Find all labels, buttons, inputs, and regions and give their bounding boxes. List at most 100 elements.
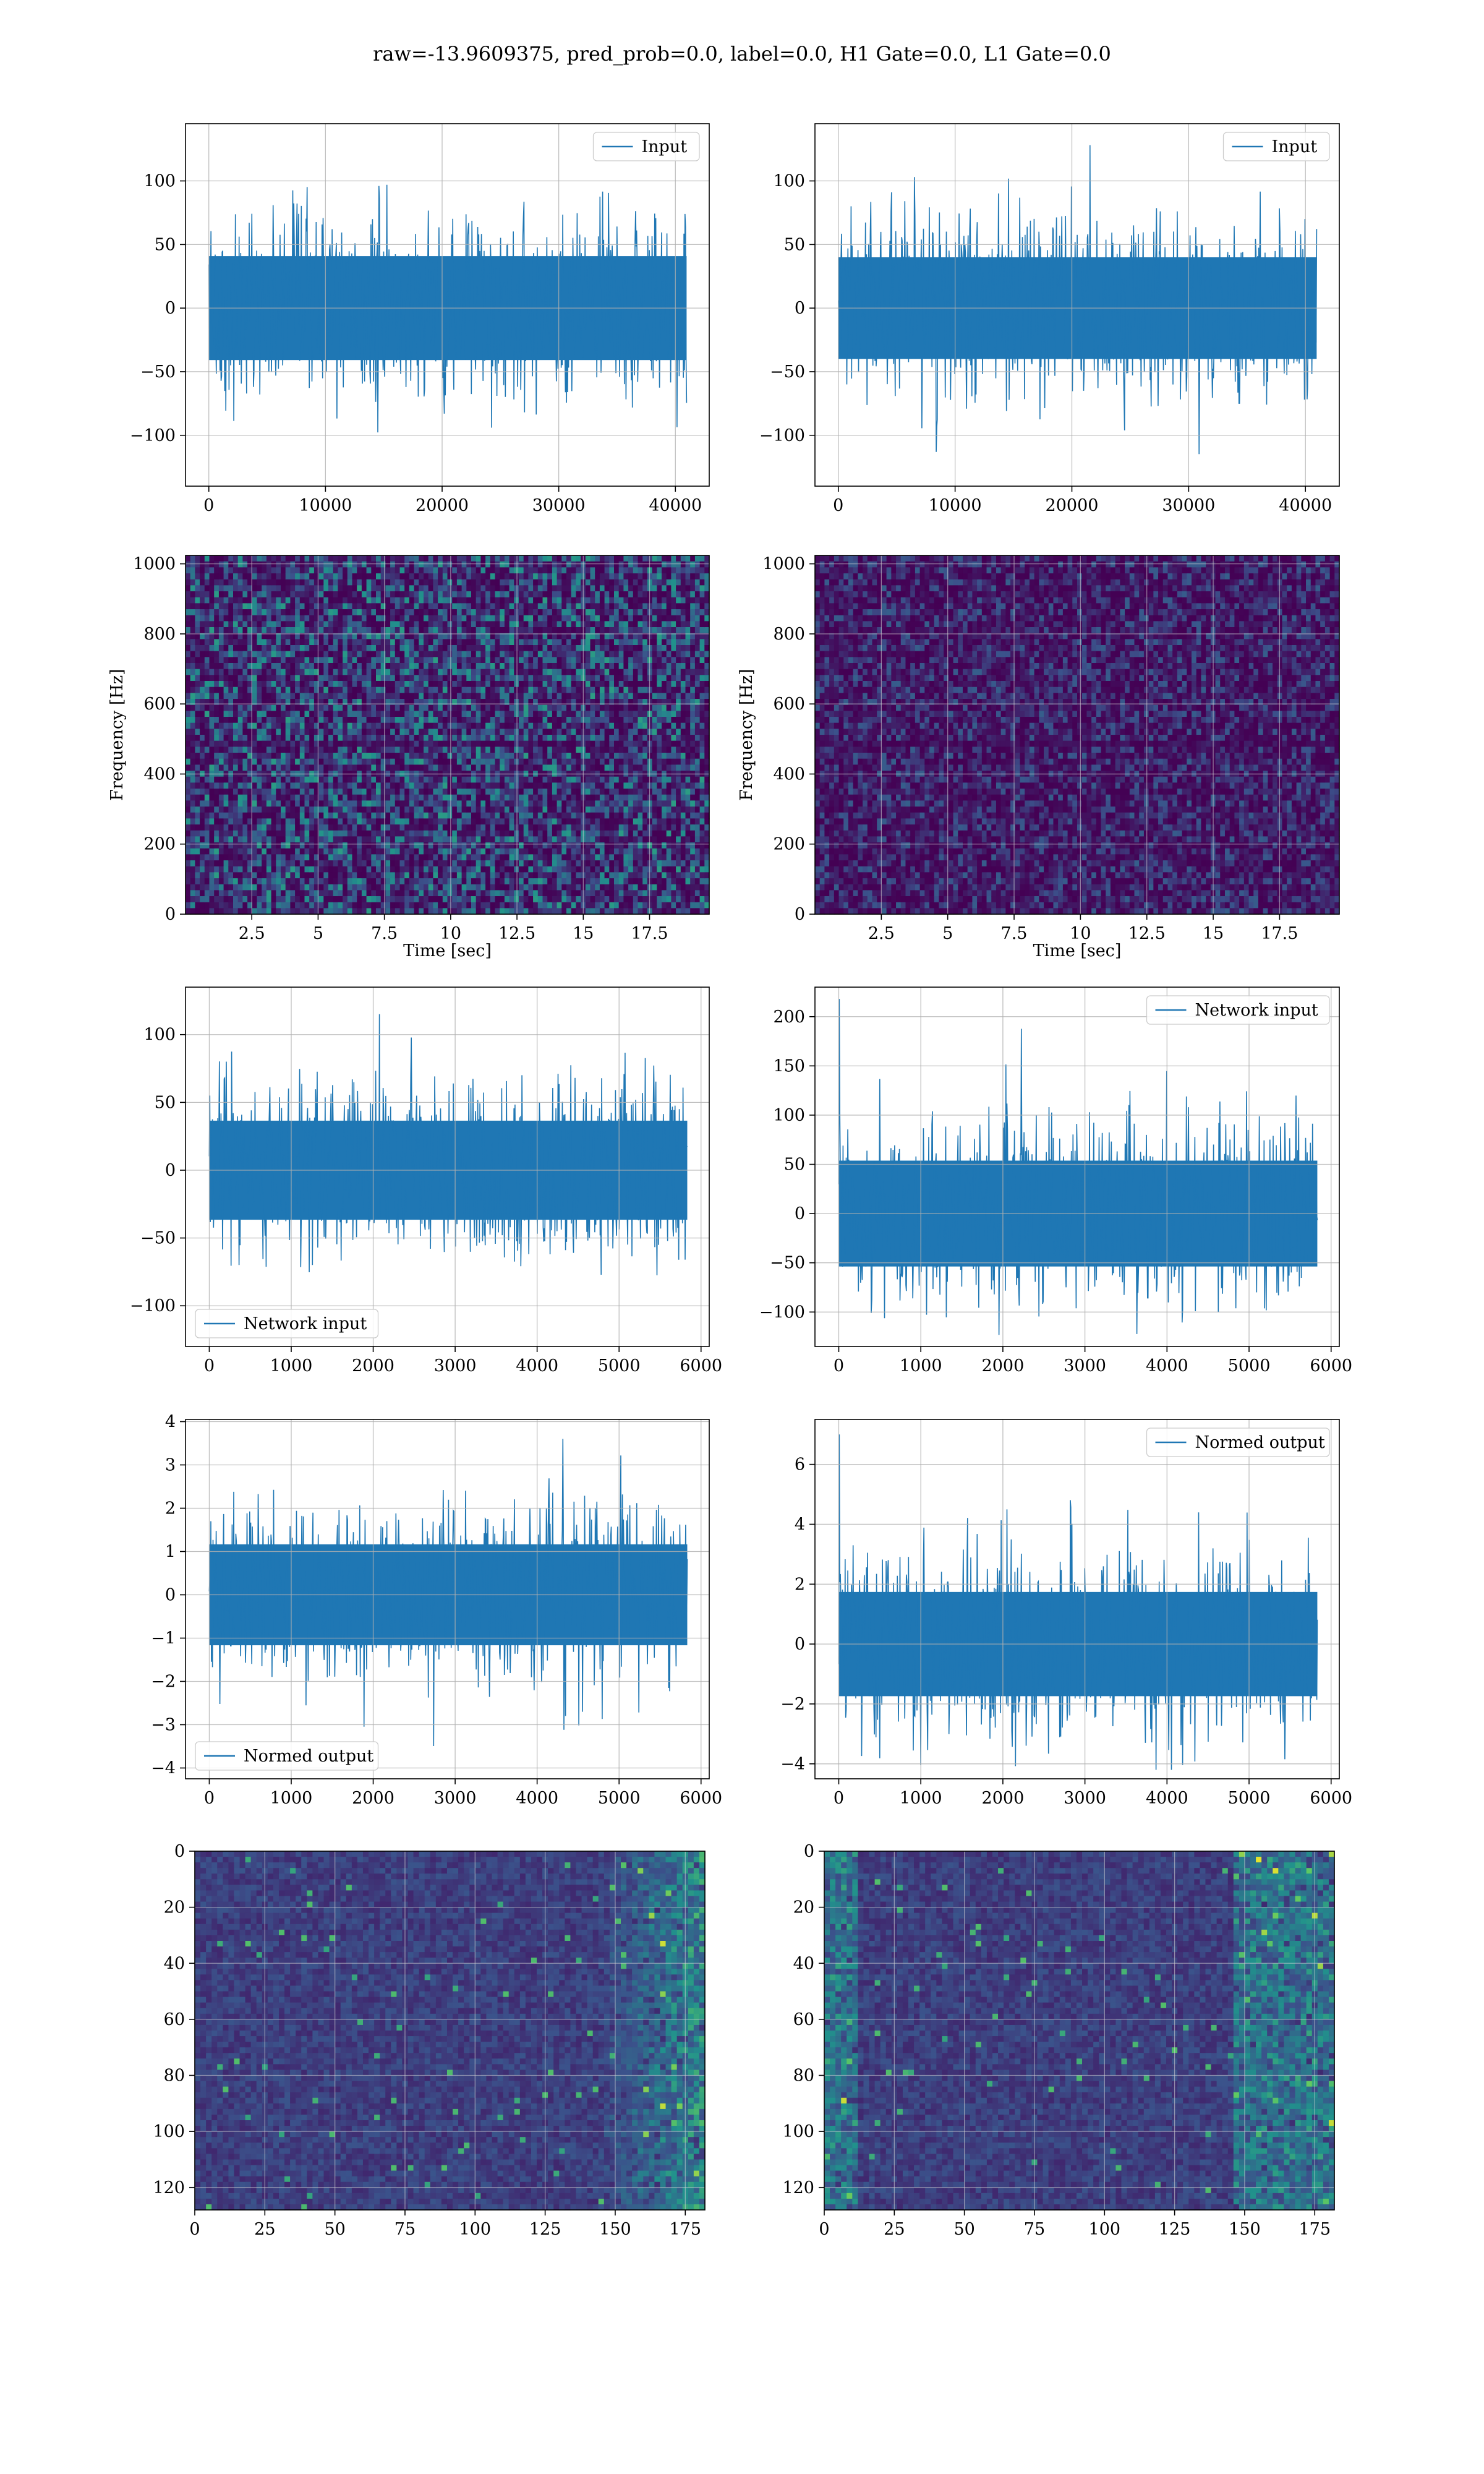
y-tick-label: 80: [164, 2066, 185, 2086]
x-tick-label: 100: [459, 2220, 492, 2239]
y-tick-label: 3: [165, 1456, 176, 1475]
y-tick-label: 20: [164, 1898, 185, 1917]
x-tick-label: 0: [203, 496, 214, 515]
y-tick-label: −2: [780, 1695, 805, 1714]
x-tick-label: 0: [189, 2220, 200, 2239]
x-tick-label: 30000: [1162, 496, 1215, 515]
axes-frame: [814, 987, 1340, 1347]
x-tick-label: 0: [834, 1789, 844, 1808]
y-tick-label: −50: [140, 362, 176, 382]
y-tick-label: 800: [143, 625, 176, 644]
series-line: [208, 1439, 688, 1747]
y-axis-label: Frequency [Hz]: [108, 669, 127, 800]
grid-lines: [824, 1851, 1334, 2210]
chart-row4-left: 0 1000 2000 3000 4000 5000 6000 −4 −3 −2 −1 0 1 2 3 4 No…: [151, 1413, 722, 1808]
x-tick-label: 7.5: [1001, 924, 1028, 943]
legend: Normed output: [195, 1741, 379, 1771]
y-tick-label: 0: [174, 1842, 185, 1861]
x-tick-label: 5: [313, 924, 323, 943]
legend: Network input: [195, 1309, 379, 1338]
y-tick-label: 20: [793, 1898, 814, 1917]
legend-label: Network input: [1195, 1001, 1318, 1020]
x-tick-label: 10: [1070, 924, 1091, 943]
x-tick-label: 0: [204, 1356, 215, 1376]
x-tick-label: 4000: [516, 1789, 558, 1808]
y-tick-label: 80: [793, 2066, 814, 2086]
x-tick-label: 3000: [1064, 1789, 1106, 1808]
y-tick-label: 2: [795, 1575, 805, 1594]
y-tick-label: 200: [773, 835, 805, 854]
legend-label: Input: [1272, 137, 1318, 156]
x-tick-label: 75: [394, 2220, 416, 2239]
x-tick-label: 2.5: [239, 924, 265, 943]
x-tick-label: 1000: [900, 1789, 942, 1808]
axes-frame: [185, 1419, 710, 1779]
y-tick-label: 6: [795, 1455, 805, 1475]
x-tick-label: 2.5: [868, 924, 895, 943]
heatmap-cells: [186, 555, 710, 915]
y-tick-label: 1000: [762, 555, 805, 574]
y-tick-label: 0: [795, 299, 805, 318]
x-tick-label: 0: [833, 496, 843, 515]
x-tick-label: 2000: [352, 1356, 394, 1376]
grid-lines: [186, 124, 709, 486]
legend-box: [1146, 1427, 1330, 1457]
y-tick-label: 4: [165, 1413, 176, 1432]
y-tick-label: 100: [143, 172, 176, 191]
x-tick-label: 5000: [1228, 1356, 1271, 1376]
y-tick-label: 0: [165, 299, 176, 318]
x-tick-label: 6000: [680, 1789, 722, 1808]
y-tick-label: 60: [164, 2010, 185, 2029]
grid-lines: [815, 1419, 1339, 1779]
y-tick-label: 0: [795, 1635, 805, 1654]
chart-row1-right: 0 10000 20000 30000 40000 −100 −50 0 50 100 Input: [759, 123, 1340, 515]
y-tick-label: 100: [153, 2122, 185, 2141]
x-tick-label: 0: [204, 1789, 215, 1808]
x-tick-label: 5000: [598, 1356, 641, 1376]
x-tick-label: 15: [573, 924, 594, 943]
chart-row2-right: 2.5 5 7.5 10 12.5 15 17.5 0 200 400 600 800 1000 Time…: [737, 555, 1340, 961]
x-tick-label: 0: [834, 1356, 844, 1376]
chart-row4-right: 0 1000 2000 3000 4000 5000 6000 −4 −2 0 2 4 6 Normed …: [780, 1419, 1352, 1808]
x-tick-label: 20000: [416, 496, 469, 515]
axes-frame: [814, 1419, 1340, 1779]
y-tick-label: 200: [143, 835, 176, 854]
x-tick-label: 50: [953, 2220, 974, 2239]
x-tick-label: 3000: [434, 1789, 477, 1808]
x-tick-label: 1000: [270, 1356, 313, 1376]
x-tick-label: 4000: [1146, 1789, 1188, 1808]
x-tick-label: 5: [942, 924, 953, 943]
chart-row5-right: 0 25 50 75 100 125 150 175 0 20 40 60 80 100 120: [782, 1842, 1335, 2239]
y-tick-label: 0: [165, 1586, 176, 1605]
series-line: [838, 145, 1318, 455]
y-tick-label: 50: [155, 1093, 176, 1112]
grid-lines: [815, 555, 1339, 915]
y-tick-label: 50: [155, 235, 176, 254]
y-tick-label: −1: [151, 1629, 176, 1648]
heatmap-cells: [815, 555, 1340, 915]
y-tick-label: −100: [130, 1296, 176, 1316]
x-tick-label: 2000: [352, 1789, 394, 1808]
y-tick-label: 50: [784, 235, 805, 254]
y-tick-label: −50: [770, 362, 805, 382]
x-tick-label: 5000: [1228, 1789, 1271, 1808]
y-tick-label: 2: [165, 1499, 176, 1518]
x-tick-label: 1000: [900, 1356, 942, 1376]
x-tick-label: 150: [599, 2220, 631, 2239]
x-tick-label: 125: [529, 2220, 561, 2239]
x-tick-label: 20000: [1046, 496, 1099, 515]
x-tick-label: 10000: [929, 496, 982, 515]
x-tick-label: 75: [1024, 2220, 1045, 2239]
x-tick-label: 3000: [434, 1356, 477, 1376]
x-tick-label: 2000: [982, 1789, 1025, 1808]
y-tick-label: −100: [759, 1303, 805, 1322]
legend-label: Input: [642, 137, 688, 156]
heatmap-cells: [824, 1851, 1335, 2211]
axes-frame: [814, 555, 1340, 915]
series-line: [208, 1014, 688, 1275]
y-tick-label: 1000: [133, 555, 176, 574]
y-tick-label: 400: [773, 764, 805, 784]
y-axis-label: Frequency [Hz]: [737, 669, 756, 800]
y-tick-label: 0: [804, 1842, 814, 1861]
